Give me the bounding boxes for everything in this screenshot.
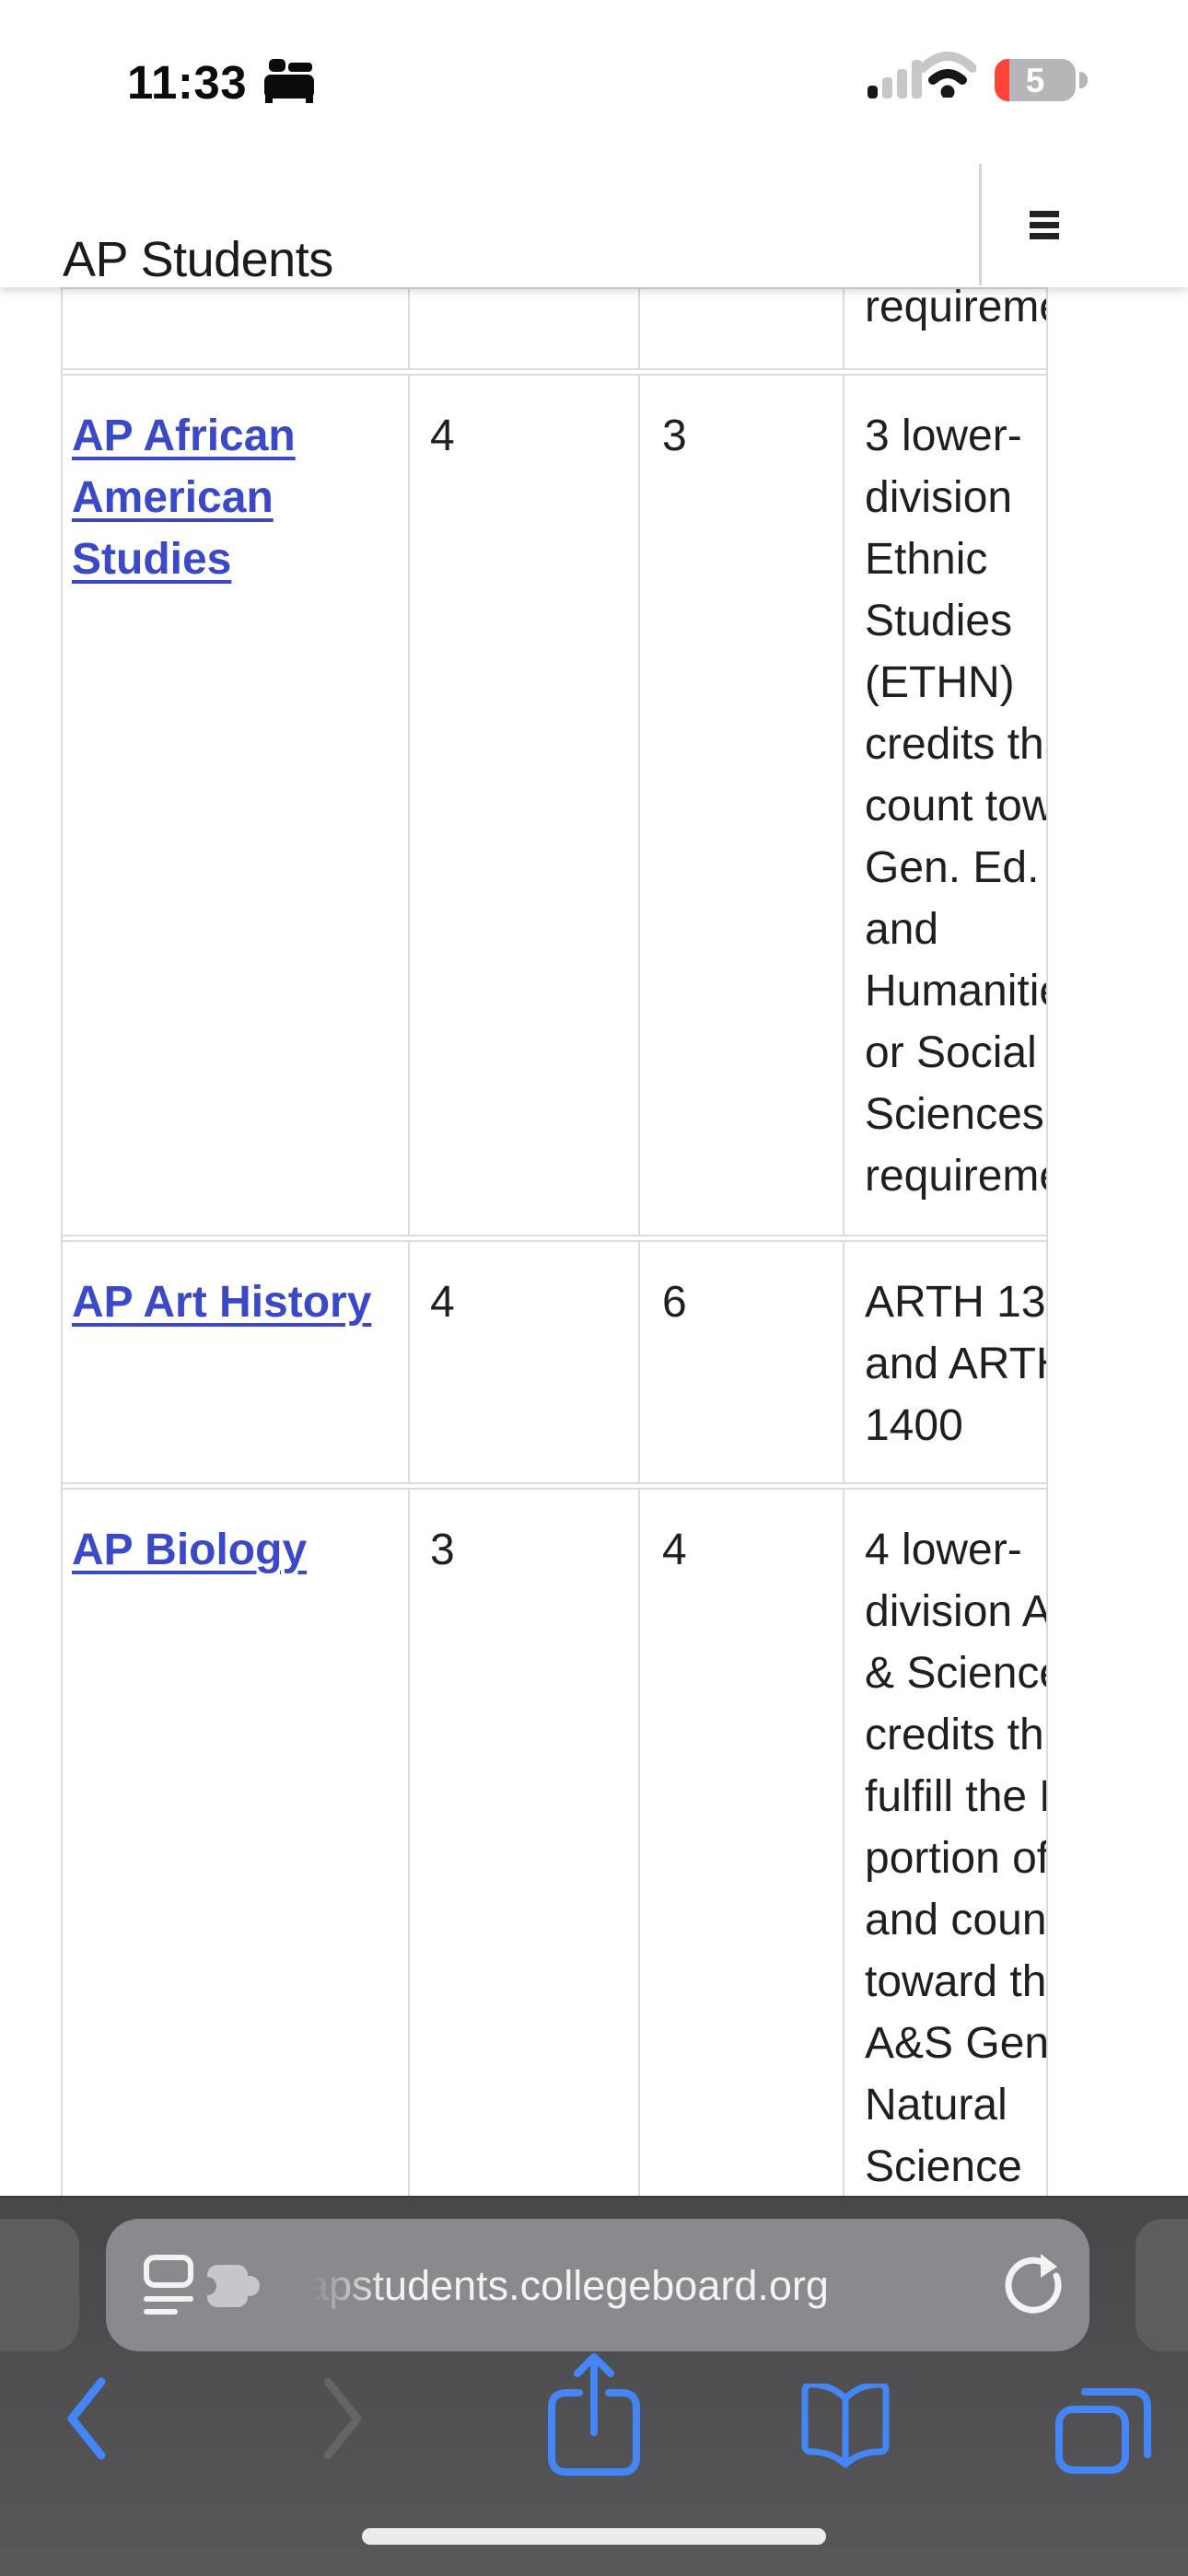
battery-percent: 5 <box>1025 62 1045 99</box>
course-cell: AP African American Studies <box>63 376 410 1235</box>
course-cell: AP Biology <box>63 1490 410 2574</box>
requirements-cell: requireme <box>844 289 1048 368</box>
course-cell: AP Art History <box>63 1242 410 1482</box>
table-row: AP Art History 46 ARTH 130 and ARTH 1400 <box>63 1240 1046 1484</box>
table-row: AP African American Studies 4 3 3 lower-div… <box>63 374 1046 1236</box>
extensions-puzzle-icon[interactable] <box>198 2265 264 2312</box>
battery-charge-level <box>995 59 1009 101</box>
site-header: 11:33 5 AP Students <box>0 0 1188 287</box>
safari-toolbar: apstudents.collegeboard.org <box>0 2196 1188 2576</box>
requirement-line: Studies <box>865 597 1013 645</box>
page-title: AP Students <box>63 232 333 288</box>
course-link[interactable]: AP African American Studies <box>72 412 296 584</box>
requirement-line: A&S Gen. <box>865 2019 1048 2068</box>
requirement-line: requireme <box>865 1152 1048 1201</box>
course-cell <box>63 289 410 368</box>
requirement-line: & Science <box>865 1649 1048 1698</box>
requirement-line: credits th <box>865 1711 1044 1759</box>
requirements-cell: 3 lower-division Ethnic Studies (ETHN) credi… <box>844 376 1048 1235</box>
score-cell: 4 <box>410 376 640 1235</box>
credits-cell: 6 <box>640 1242 844 1482</box>
requirement-line: fulfill the N <box>865 1772 1046 1821</box>
requirement-line: portion of <box>865 1834 1048 1883</box>
course-link[interactable]: AP Art History <box>72 1278 372 1327</box>
requirement-line: ARTH 130 <box>865 1278 1046 1327</box>
score-cell: 4 <box>410 1242 640 1482</box>
requirement-line: Humanitie <box>865 967 1048 1015</box>
requirement-line: division A <box>865 1587 1048 1636</box>
requirements-cell: ARTH 130 and ARTH 1400 <box>844 1242 1048 1482</box>
requirement-line: and <box>865 905 939 954</box>
requirement-line: 1400 <box>865 1401 963 1450</box>
signal-icon <box>868 54 941 99</box>
requirement-line: Gen. Ed. A <box>865 843 1046 892</box>
requirement-line: Natural <box>865 2081 1007 2129</box>
hamburger-icon[interactable] <box>1030 211 1059 240</box>
battery-icon: 5 <box>995 59 1088 101</box>
home-indicator[interactable] <box>362 2528 826 2545</box>
requirement-line: Ethnic <box>865 535 988 584</box>
score-cell: 3 <box>410 1490 640 2574</box>
requirement-line: credits tha <box>865 720 1046 769</box>
requirement-line: and count <box>865 1896 1048 1944</box>
next-tab-peek[interactable] <box>1136 2219 1188 2351</box>
table-row: requireme <box>63 287 1046 370</box>
share-icon[interactable] <box>548 2350 640 2483</box>
credits-cell <box>640 289 844 368</box>
requirements-cell: 4 lower-division A & Science credits th ful… <box>844 1490 1048 2574</box>
requirement-line: 4 lower- <box>865 1526 1022 1574</box>
credits-cell: 4 <box>640 1490 844 2574</box>
status-time: 11:33 <box>127 56 248 109</box>
header-divider <box>979 164 982 285</box>
requirement-line: count tow <box>865 782 1048 830</box>
back-icon[interactable] <box>61 2373 111 2469</box>
requirement-line: division <box>865 473 1013 522</box>
tabs-icon[interactable] <box>1055 2382 1157 2478</box>
requirement-line: (ETHN) <box>865 658 1015 707</box>
wifi-icon <box>918 44 977 102</box>
requirement-line: toward th <box>865 1957 1047 2006</box>
url-fade <box>295 2219 387 2351</box>
address-bar[interactable]: apstudents.collegeboard.org <box>106 2219 1089 2351</box>
requirement-line: 3 lower- <box>865 412 1022 460</box>
previous-tab-peek[interactable] <box>0 2219 79 2351</box>
requirement-line: Sciences <box>865 1090 1044 1139</box>
requirement-line: Science <box>865 2142 1022 2191</box>
score-cell <box>410 289 640 368</box>
forward-icon[interactable] <box>319 2373 368 2469</box>
course-link[interactable]: AP Biology <box>72 1526 308 1574</box>
requirement-line: requireme <box>865 289 1048 331</box>
url-text: apstudents.collegeboard.org <box>306 2262 829 2309</box>
credit-table: requireme AP African American Studies 4 3 3 … <box>61 287 1048 2574</box>
reader-icon[interactable] <box>143 2254 194 2325</box>
requirement-line: or Social <box>865 1028 1037 1077</box>
requirement-line: and ARTH <box>865 1340 1048 1388</box>
bed-icon <box>264 59 316 108</box>
reload-icon[interactable] <box>1004 2254 1068 2323</box>
bookmarks-icon[interactable] <box>801 2381 890 2477</box>
credits-cell: 3 <box>640 376 844 1235</box>
